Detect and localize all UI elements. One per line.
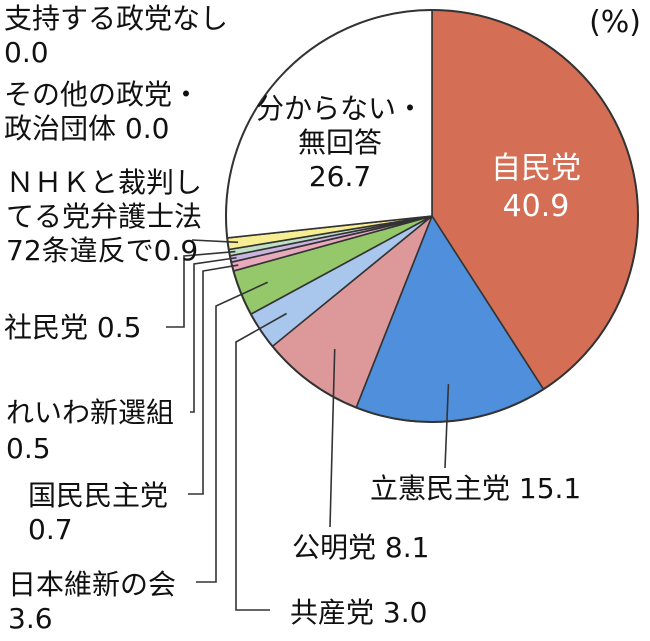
slice-label: 支持する政党なし 0.0: [4, 2, 228, 69]
slice-label: 社民党 0.5: [4, 311, 141, 344]
slice-label: 立憲民主党 15.1: [370, 472, 581, 505]
slice-label: 公明党 8.1: [292, 531, 429, 564]
leader-line: [166, 250, 236, 328]
slice-label: 日本維新の会 3.6: [8, 568, 176, 635]
slice-label-line: 0.5: [6, 432, 51, 465]
slice-label-line: てる党弁護士法: [6, 200, 202, 233]
leader-line: [188, 264, 239, 495]
slice-label: その他の政党・政治団体 0.0: [4, 78, 200, 145]
slice-label-line: 40.9: [503, 189, 570, 224]
leader-line: [191, 239, 239, 244]
leader-line: [444, 384, 450, 469]
slice-label-line: 国民民主党: [28, 479, 168, 512]
slice-label: 共産党 3.0: [290, 596, 427, 629]
slice-label-line: 自民党: [491, 151, 581, 186]
slice-label-line: 0.0: [4, 36, 49, 69]
slice-label-line: ＮＨＫと裁判し: [6, 166, 202, 199]
slice-label-line: 無回答: [298, 126, 382, 159]
slice-label-line: 26.7: [309, 160, 371, 193]
unit-label: (%): [589, 5, 641, 40]
leader-line: [235, 312, 287, 611]
slice-label-line: 支持する政党なし: [4, 2, 228, 35]
leader-line: [196, 281, 269, 583]
slice-label-line: 立憲民主党 15.1: [370, 472, 581, 505]
slice-label-line: 共産党 3.0: [290, 596, 427, 629]
slice-label-line: 0.7: [28, 513, 73, 546]
slice-label: 自民党 40.9: [491, 151, 581, 224]
pie-outline: [225, 9, 639, 423]
slice-label: 分からない・無回答 26.7: [256, 92, 424, 193]
leader-line: [329, 348, 336, 528]
slice-label: ＮＨＫと裁判してる党弁護士法 72条違反で0.9: [6, 166, 202, 267]
slice-label-line: その他の政党・: [4, 78, 200, 111]
slice-label-line: れいわ新選組: [6, 396, 174, 429]
leader-line: [190, 256, 237, 413]
slice-label-line: 日本維新の会: [8, 568, 176, 601]
slice-label-line: 72条違反で0.9: [6, 234, 198, 267]
slice-label-line: 3.6: [8, 602, 53, 635]
slice-label-line: 分からない・: [256, 92, 424, 125]
slice-label: れいわ新選組 0.5: [6, 396, 174, 465]
slice-label-line: 社民党 0.5: [4, 311, 141, 344]
slice-label-line: 政治団体 0.0: [4, 112, 169, 145]
slice-label-line: 公明党 8.1: [292, 531, 429, 564]
slice-label: 国民民主党 0.7: [28, 479, 168, 546]
